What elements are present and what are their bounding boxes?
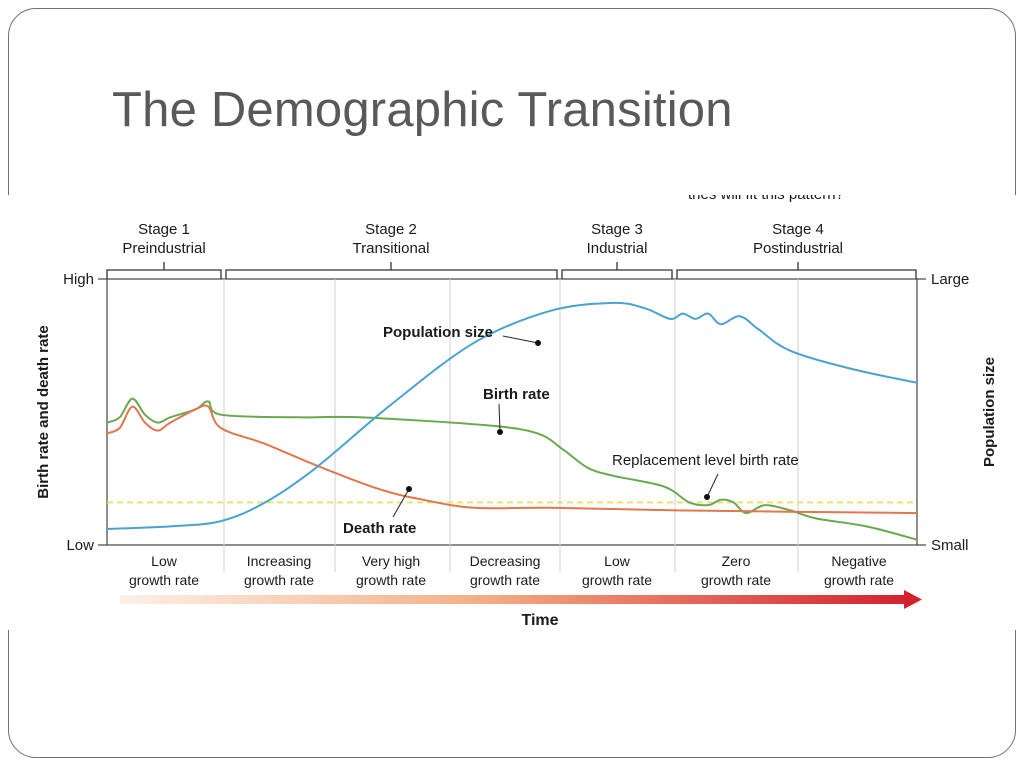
replacement-annotation-label: Replacement level birth rate <box>612 452 799 469</box>
death-annotation-label: Death rate <box>343 520 416 537</box>
demographic-transition-figure: tries will fit this pattern? Stage 1 Pre… <box>0 195 1024 630</box>
stage-header-4: Stage 4 Postindustrial <box>753 221 843 257</box>
birth-annotation: Birth rate <box>483 386 550 435</box>
leader-line <box>498 403 501 433</box>
population-size-line <box>106 301 918 530</box>
growth-label-5-line2: growth rate <box>582 572 652 588</box>
stage-label: Industrial <box>587 240 648 257</box>
axis-ticks <box>98 278 926 546</box>
population-annotation-label: Population size <box>383 324 493 341</box>
chart-svg: tries will fit this pattern? Stage 1 Pre… <box>35 195 998 629</box>
time-arrow-head <box>904 590 922 609</box>
growth-label-3-line1: Very high <box>362 553 420 569</box>
y-left-axis-label: Birth rate and death rate <box>35 325 52 498</box>
birth-annotation-label: Birth rate <box>483 386 550 403</box>
growth-label-6-line1: Zero <box>722 553 751 569</box>
y-left-high-label: High <box>63 271 94 288</box>
population-annotation: Population size <box>383 324 541 346</box>
stage-brackets <box>106 262 917 279</box>
growth-label-6-line2: growth rate <box>701 572 771 588</box>
leader-line <box>392 488 410 518</box>
stage-name: Stage 1 <box>138 221 190 238</box>
cutoff-text: tries will fit this pattern? <box>688 195 844 203</box>
y-right-low-label: Small <box>931 537 969 554</box>
slide-title: The Demographic Transition <box>112 83 733 137</box>
growth-labels: Low growth rate Increasing growth rate V… <box>129 553 894 588</box>
death-rate-line <box>106 404 918 515</box>
time-arrow-shaft <box>120 595 906 604</box>
growth-label-4-line2: growth rate <box>470 572 540 588</box>
stage-label: Postindustrial <box>753 240 843 257</box>
y-right-axis-label: Population size <box>981 357 998 467</box>
time-arrow <box>120 590 922 609</box>
x-axis-label-time: Time <box>521 612 558 629</box>
growth-label-5-line1: Low <box>604 553 631 569</box>
growth-label-2-line1: Increasing <box>247 553 312 569</box>
stage-dividers <box>223 279 799 572</box>
stage-name: Stage 4 <box>772 221 824 238</box>
stage-label: Preindustrial <box>122 240 205 257</box>
death-annotation: Death rate <box>343 486 416 537</box>
stage-name: Stage 2 <box>365 221 417 238</box>
growth-label-1-line1: Low <box>151 553 178 569</box>
leader-dot <box>406 486 412 492</box>
growth-label-7-line1: Negative <box>831 553 886 569</box>
y-left-low-label: Low <box>66 537 94 554</box>
stage-header-3: Stage 3 Industrial <box>587 221 648 257</box>
birth-rate-line <box>106 397 918 541</box>
leader-line <box>502 335 539 344</box>
replacement-annotation: Replacement level birth rate <box>612 452 799 500</box>
leader-dot <box>497 429 503 435</box>
growth-label-4-line1: Decreasing <box>470 553 541 569</box>
stage-header-2: Stage 2 Transitional <box>353 221 430 257</box>
plot-frame <box>106 278 918 546</box>
leader-dot <box>535 340 541 346</box>
growth-label-3-line2: growth rate <box>356 572 426 588</box>
stage-label: Transitional <box>353 240 430 257</box>
growth-label-2-line2: growth rate <box>244 572 314 588</box>
y-right-high-label: Large <box>931 271 969 288</box>
leader-line <box>706 473 719 498</box>
stage-header-1: Stage 1 Preindustrial <box>122 221 205 257</box>
growth-label-7-line2: growth rate <box>824 572 894 588</box>
leader-dot <box>704 494 710 500</box>
growth-label-1-line2: growth rate <box>129 572 199 588</box>
stage-name: Stage 3 <box>591 221 643 238</box>
